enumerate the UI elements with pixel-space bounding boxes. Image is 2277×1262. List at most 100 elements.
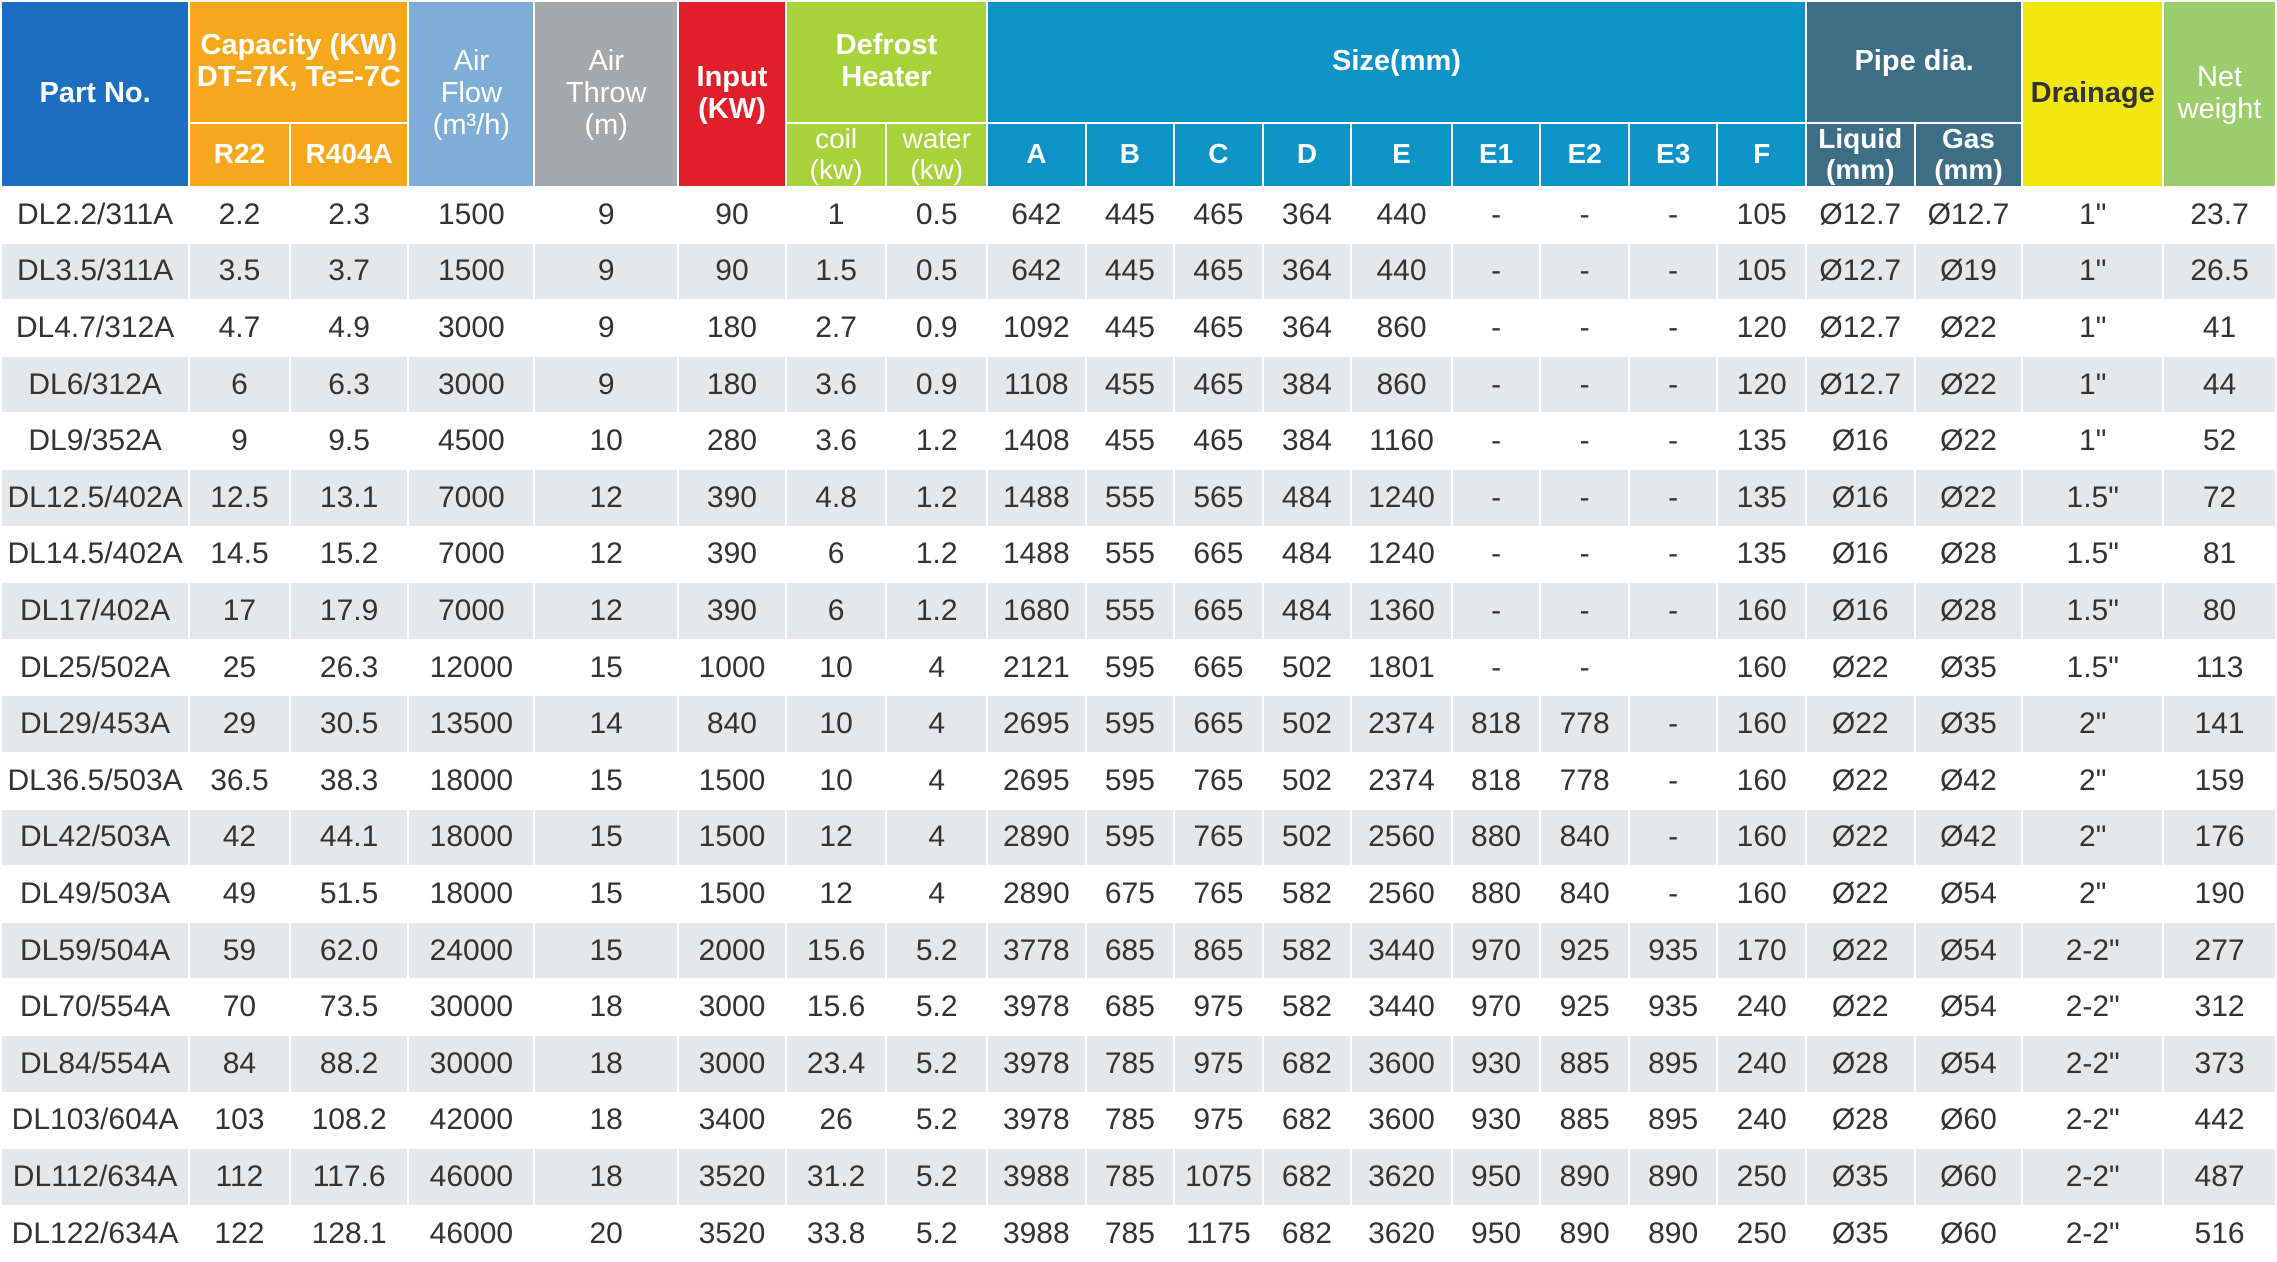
header-size-e1: E1 [1450, 122, 1542, 188]
header-size: Size(mm) [986, 0, 1807, 124]
header-r404a: R404A [288, 122, 410, 188]
cell-size-d: 502 [1261, 638, 1353, 696]
cell-size-e3: - [1627, 186, 1719, 244]
cell-water: 5.2 [885, 1035, 989, 1093]
header-pipe-dia-label: Pipe dia. [1854, 45, 1974, 78]
cell-air-flow: 7000 [407, 582, 536, 640]
cell-net-weight: 113 [2162, 638, 2277, 696]
header-size-b-label: B [1119, 138, 1140, 170]
table-row: DL36.5/503A 36.5 38.3 18000 15 1500 10 4 2695 595… [0, 752, 2277, 810]
cell-air-throw: 9 [533, 299, 680, 357]
cell-net-weight: 44 [2162, 355, 2277, 413]
header-drainage: Drainage [2021, 0, 2165, 188]
cell-air-flow: 3000 [407, 355, 536, 413]
cell-size-e3: 890 [1627, 1148, 1719, 1206]
cell-size-b: 595 [1084, 638, 1176, 696]
cell-size-e: 1240 [1350, 469, 1453, 527]
table-row: DL3.5/311A 3.5 3.7 1500 9 90 1.5 0.5 642 445 465 36… [0, 242, 2277, 300]
cell-size-e2: 890 [1539, 1148, 1630, 1206]
cell-water: 4 [885, 808, 989, 866]
cell-size-e: 2560 [1350, 865, 1453, 923]
cell-water: 1.2 [885, 582, 989, 640]
cell-coil: 15.6 [784, 921, 888, 979]
cell-coil: 23.4 [784, 1035, 888, 1093]
cell-coil: 33.8 [784, 1204, 888, 1262]
cell-size-e2: - [1539, 299, 1630, 357]
cell-size-a: 1408 [986, 412, 1087, 470]
cell-net-weight: 516 [2162, 1204, 2277, 1262]
cell-size-b: 685 [1084, 921, 1176, 979]
cell-size-e2: - [1539, 412, 1630, 470]
cell-r404a: 6.3 [288, 355, 410, 413]
cell-coil: 2.7 [784, 299, 888, 357]
cell-net-weight: 373 [2162, 1035, 2277, 1093]
header-coil: coil (kw) [784, 122, 888, 188]
cell-size-e1: - [1450, 186, 1542, 244]
header-size-e1-label: E1 [1478, 138, 1514, 170]
cell-air-flow: 42000 [407, 1091, 536, 1149]
cell-part-no: DL59/504A [0, 921, 191, 979]
cell-water: 1.2 [885, 469, 989, 527]
cell-net-weight: 190 [2162, 865, 2277, 923]
cell-coil: 1 [784, 186, 888, 244]
cell-size-e: 2374 [1350, 695, 1453, 753]
cell-size-a: 1680 [986, 582, 1087, 640]
header-coil-unit: (kw) [809, 153, 863, 185]
cell-r22: 2.2 [188, 186, 291, 244]
cell-liquid: Ø28 [1804, 1035, 1916, 1093]
header-gas-label: Gas [1941, 123, 1995, 154]
cell-r404a: 44.1 [288, 808, 410, 866]
cell-size-e: 3600 [1350, 1091, 1453, 1149]
header-size-f: F [1716, 122, 1807, 188]
cell-size-e2: 925 [1539, 978, 1630, 1036]
cell-size-b: 445 [1084, 186, 1176, 244]
cell-size-d: 502 [1261, 808, 1353, 866]
cell-size-a: 2695 [986, 695, 1087, 753]
cell-liquid: Ø35 [1804, 1148, 1916, 1206]
cell-air-throw: 18 [533, 978, 680, 1036]
cell-drainage: 2" [2021, 752, 2165, 810]
cell-size-c: 565 [1173, 469, 1264, 527]
cell-drainage: 2" [2021, 695, 2165, 753]
table-row: DL12.5/402A 12.5 13.1 7000 12 390 4.8 1.2 1488 55… [0, 469, 2277, 527]
cell-size-e2: - [1539, 242, 1630, 300]
cell-air-throw: 9 [533, 242, 680, 300]
cell-part-no: DL42/503A [0, 808, 191, 866]
cell-size-f: 105 [1716, 242, 1807, 300]
cell-net-weight: 80 [2162, 582, 2277, 640]
table-row: DL59/504A 59 62.0 24000 15 2000 15.6 5.2 3778 685… [0, 921, 2277, 979]
cell-size-d: 364 [1261, 299, 1353, 357]
cell-size-d: 682 [1261, 1204, 1353, 1262]
cell-coil: 6 [784, 525, 888, 583]
header-part-no-label: Part No. [39, 76, 151, 109]
cell-size-d: 682 [1261, 1148, 1353, 1206]
cell-size-e1: 818 [1450, 695, 1542, 753]
cell-coil: 6 [784, 582, 888, 640]
cell-gas: Ø42 [1913, 752, 2024, 810]
header-net-weight: Net weight [2162, 0, 2277, 188]
cell-size-e1: - [1450, 412, 1542, 470]
cell-size-d: 384 [1261, 412, 1353, 470]
cell-size-d: 484 [1261, 525, 1353, 583]
cell-gas: Ø22 [1913, 469, 2024, 527]
cell-size-e2: - [1539, 186, 1630, 244]
header-size-e2: E2 [1539, 122, 1630, 188]
cell-size-a: 3978 [986, 1035, 1087, 1093]
header-defrost-line2: Heater [841, 61, 932, 93]
header-gas: Gas (mm) [1913, 122, 2024, 188]
cell-size-c: 765 [1173, 865, 1264, 923]
cell-size-b: 455 [1084, 355, 1176, 413]
cell-size-a: 3978 [986, 978, 1087, 1036]
cell-size-e2: - [1539, 582, 1630, 640]
cell-size-b: 595 [1084, 695, 1176, 753]
cell-drainage: 1" [2021, 355, 2165, 413]
cell-gas: Ø54 [1913, 921, 2024, 979]
cell-water: 5.2 [885, 921, 989, 979]
header-r22: R22 [188, 122, 291, 188]
cell-air-throw: 12 [533, 525, 680, 583]
cell-gas: Ø22 [1913, 299, 2024, 357]
header-air-throw-line1: Air [588, 44, 624, 77]
header-air-flow: Air Flow (m³/h) [407, 0, 536, 188]
cell-size-e: 3440 [1350, 921, 1453, 979]
cell-coil: 12 [784, 865, 888, 923]
